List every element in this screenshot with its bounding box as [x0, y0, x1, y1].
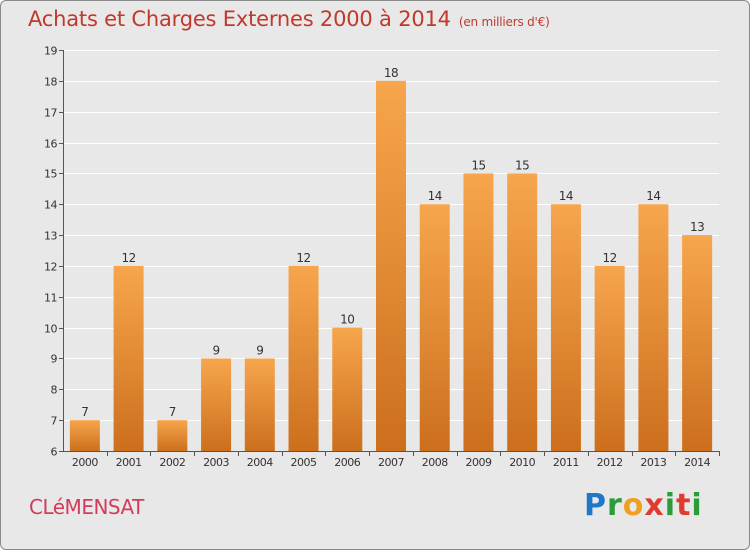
y-tick-label: 15: [44, 168, 57, 181]
logo-letter: o: [622, 488, 645, 523]
data-label: 13: [690, 220, 704, 234]
bar-2006: [332, 327, 363, 451]
x-tick-label: 2013: [640, 456, 666, 469]
bar-2009: [463, 173, 494, 451]
axes: 6 7 8 9 10 11 12 13 14 15 16 17 18 19 2000 2001 2002 2003…: [44, 45, 720, 469]
y-tick-label: 9: [51, 353, 58, 366]
y-tick-label: 12: [44, 261, 57, 274]
commune-name: CLéMENSAT: [29, 495, 144, 519]
logo-letter: t: [676, 488, 692, 523]
bar-2002: [157, 420, 188, 451]
chart-title-text: Achats et Charges Externes 2000 à 2014: [28, 7, 451, 31]
x-tick-label: 2000: [72, 456, 98, 469]
bar-2010: [507, 173, 538, 451]
x-tick-label: 2014: [684, 456, 710, 469]
data-label: 14: [646, 189, 660, 203]
bar-2005: [288, 265, 319, 451]
x-tick-label: 2004: [247, 456, 273, 469]
bars: [69, 80, 713, 451]
data-label: 9: [212, 343, 219, 357]
y-tick-label: 19: [44, 45, 57, 58]
x-tick-label: 2011: [553, 456, 579, 469]
y-tick-label: 18: [44, 76, 57, 89]
data-label: 12: [603, 251, 617, 265]
data-label: 10: [340, 313, 354, 327]
bar-2013: [638, 204, 669, 451]
logo-letter: i: [664, 488, 677, 523]
x-tick-label: 2007: [378, 456, 404, 469]
y-tick-label: 16: [44, 138, 57, 151]
data-label: 15: [471, 158, 485, 172]
logo-letter: r: [607, 488, 623, 523]
x-tick-label: 2008: [422, 456, 448, 469]
y-tick-label: 14: [44, 199, 57, 212]
value-labels: 7 12 7 9 9 12 10 18 14 15 15 14 12 14 13: [81, 66, 704, 419]
bar-2007: [376, 80, 406, 451]
bar-2000: [69, 420, 100, 451]
data-label: 18: [384, 66, 398, 80]
data-label: 7: [81, 405, 88, 419]
bar-2001: [113, 265, 144, 451]
bar-2008: [419, 204, 450, 451]
y-tick-label: 17: [44, 107, 57, 120]
bar-2011: [550, 204, 581, 451]
logo-letter: x: [644, 488, 665, 523]
bar-2004: [244, 358, 275, 451]
x-tick-label: 2010: [509, 456, 535, 469]
x-tick-label: 2005: [291, 456, 317, 469]
bar-2003: [201, 358, 232, 451]
x-tick-label: 2002: [159, 456, 185, 469]
y-tick-label: 10: [44, 323, 57, 336]
chart-subtitle: (en milliers d'€): [458, 15, 550, 29]
y-tick-label: 6: [51, 446, 58, 459]
x-tick-label: 2003: [203, 456, 229, 469]
y-tick-label: 7: [51, 415, 58, 428]
bar-2012: [594, 265, 625, 451]
data-label: 14: [559, 189, 573, 203]
data-label: 7: [169, 405, 176, 419]
y-tick-label: 11: [44, 292, 57, 305]
logo-letter: P: [584, 488, 607, 523]
data-label: 14: [428, 189, 442, 203]
x-tick-label: 2006: [334, 456, 360, 469]
x-tick-label: 2009: [465, 456, 491, 469]
data-label: 12: [121, 251, 135, 265]
x-tick-label: 2001: [116, 456, 142, 469]
x-tick-label: 2012: [597, 456, 623, 469]
y-tick-label: 13: [44, 230, 57, 243]
chart-title: Achats et Charges Externes 2000 à 2014 (e…: [28, 7, 550, 31]
bar-2014: [682, 235, 713, 451]
data-label: 12: [296, 251, 310, 265]
data-label: 15: [515, 158, 529, 172]
y-tick-label: 8: [51, 384, 58, 397]
proxiti-logo[interactable]: Proxiti: [584, 488, 703, 523]
data-label: 9: [256, 343, 263, 357]
logo-letter: i: [691, 488, 703, 523]
